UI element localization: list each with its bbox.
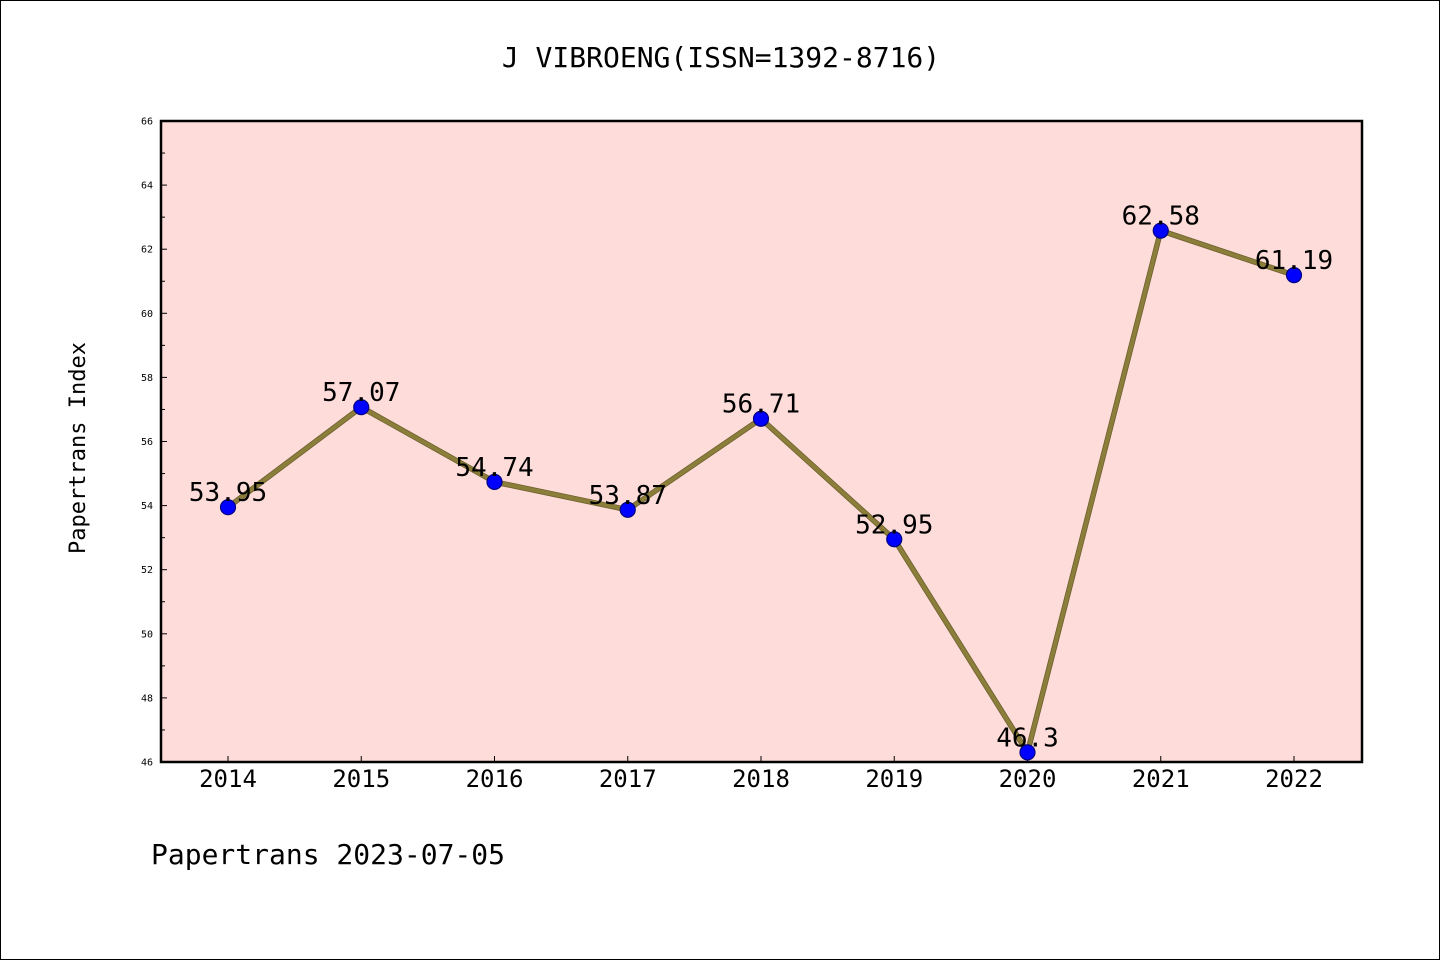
x-tick-label: 2021 (1132, 765, 1190, 793)
data-label: 53.87 (589, 481, 667, 511)
chart-title: J VIBROENG(ISSN=1392-8716) (502, 41, 940, 74)
data-point (752, 410, 770, 427)
data-point (886, 531, 903, 548)
x-tick-label: 2016 (466, 765, 524, 793)
y-tick-label: 46 (141, 758, 153, 769)
y-axis: 46 48 50 52 54 56 58 60 62 64 66 (141, 117, 167, 769)
x-tick-label: 2018 (732, 765, 790, 793)
y-tick-label: 66 (141, 117, 153, 128)
x-tick-label: 2014 (199, 765, 257, 793)
data-point (1152, 222, 1169, 239)
data-point (486, 473, 503, 490)
x-tick-label: 2019 (865, 765, 923, 793)
y-tick-label: 58 (141, 373, 153, 384)
y-tick-label: 62 (141, 245, 153, 256)
x-tick-label: 2022 (1265, 765, 1323, 793)
x-tick-label: 2017 (599, 765, 657, 793)
data-label: 53.95 (189, 478, 267, 508)
y-tick-label: 56 (141, 437, 153, 448)
data-label: 52.95 (855, 510, 933, 540)
data-point (619, 501, 636, 518)
data-point (219, 499, 237, 516)
data-label: 57.07 (322, 378, 400, 408)
data-point (1019, 744, 1036, 761)
data-label: 56.71 (722, 390, 800, 420)
y-tick-label: 64 (141, 181, 153, 192)
y-tick-label: 60 (141, 309, 153, 320)
x-tick-label: 2020 (999, 765, 1057, 793)
y-axis-label: Papertrans Index (66, 342, 91, 554)
y-tick-label: 48 (141, 693, 153, 704)
series-markers (219, 222, 1303, 761)
y-tick-label: 52 (141, 565, 153, 576)
data-label: 61.19 (1255, 246, 1333, 276)
data-point (353, 399, 370, 416)
x-axis: 2014 2015 2016 2017 2018 2019 2020 2021 2022 (199, 756, 1323, 793)
data-label: 46.3 (996, 723, 1059, 753)
data-point (1285, 267, 1303, 284)
data-label: 62.58 (1122, 202, 1200, 232)
footer-text: Papertrans 2023-07-05 (151, 838, 505, 871)
y-tick-label: 54 (141, 501, 153, 512)
data-label: 54.74 (455, 453, 533, 483)
data-labels: 53.95 57.07 54.74 53.87 56.71 52.95 46.3 62.58 6… (189, 202, 1333, 754)
x-tick-label: 2015 (332, 765, 390, 793)
y-tick-label: 50 (141, 629, 153, 640)
